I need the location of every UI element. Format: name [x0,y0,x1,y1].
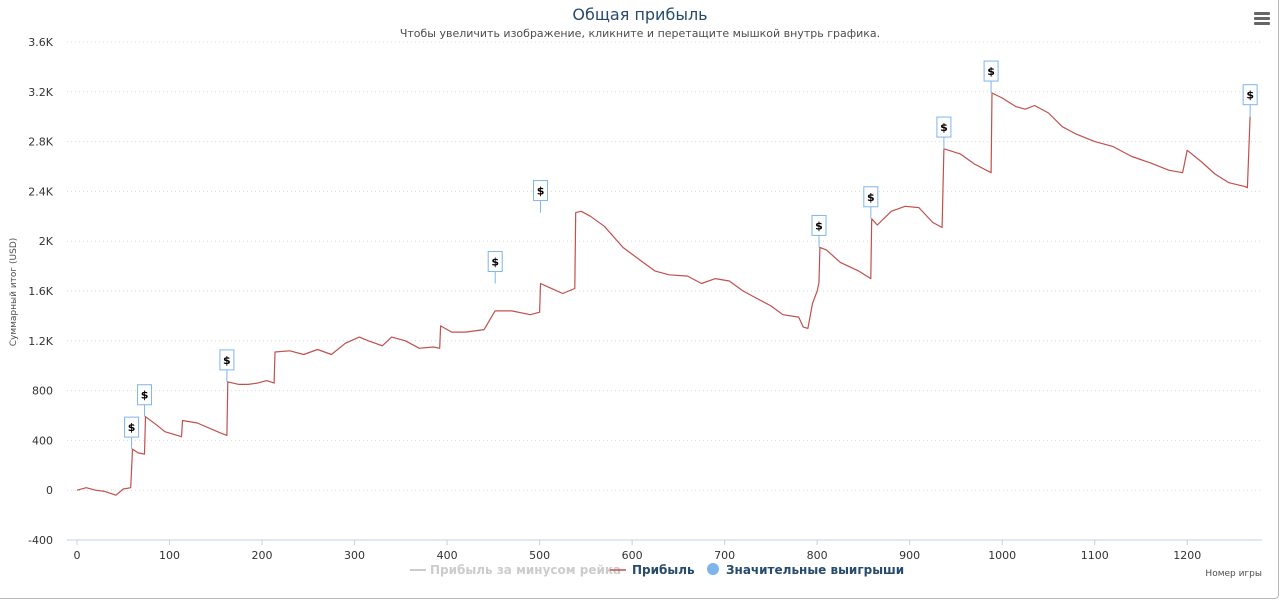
legend: Прибыль за минусом рейка Прибыль Значите… [410,563,904,577]
x-tick-label: 1200 [1173,549,1201,562]
big-win-flag[interactable]: $ [487,251,503,284]
chart-subtitle: Чтобы увеличить изображение, кликните и … [400,27,880,40]
legend-item-big-wins[interactable]: Значительные выигрыши [707,563,904,577]
big-win-flag[interactable]: $ [533,180,549,213]
x-tick-label: 800 [807,549,828,562]
flag-box [533,180,549,202]
flag-box [487,251,503,273]
big-win-flag[interactable]: $ [983,60,999,94]
y-tick-label: 1.6K [28,285,53,298]
flag-box [124,416,140,438]
flag-box [219,349,235,371]
big-win-flag[interactable]: $ [936,116,952,150]
series-layer [76,92,1251,496]
x-tick-label: 600 [622,549,643,562]
big-win-flag[interactable]: $ [219,349,235,382]
big-win-flag[interactable]: $ [137,384,153,417]
big-win-flag[interactable]: $ [124,416,140,450]
y-tick-label: 0 [46,484,53,497]
y-tick-label: 2.4K [28,185,53,198]
x-tick-label: 0 [74,549,81,562]
flag-label: $ [987,65,995,78]
x-tick-label: 200 [252,549,273,562]
x-tick-label: 1000 [988,549,1016,562]
x-tick-label: 1100 [1081,549,1109,562]
flag-box [1242,84,1258,106]
legend-label-profit: Прибыль [632,563,695,577]
x-tick-label: 500 [529,549,550,562]
y-tick-label: 400 [32,434,53,447]
y-tick-label: 2K [39,235,54,248]
legend-label-big-wins: Значительные выигрыши [726,563,904,577]
y-tick-label: 800 [32,385,53,398]
flag-label: $ [141,389,149,402]
y-axis-title: Суммарный итог (USD) [9,238,19,347]
y-tick-label: 2.8K [28,136,53,149]
legend-item-rake[interactable]: Прибыль за минусом рейка [410,563,621,577]
flag-label: $ [867,191,875,204]
flag-box [983,60,999,82]
chart-title: Общая прибыль [572,5,707,24]
flag-box [811,214,827,236]
x-tick-label: 300 [344,549,365,562]
profit-line[interactable] [76,92,1251,496]
flag-label: $ [815,219,823,232]
big-win-flag[interactable]: $ [1242,84,1258,117]
y-tick-label: -400 [28,534,53,547]
x-tick-label: 400 [437,549,458,562]
big-win-flag[interactable]: $ [811,214,827,248]
flag-label: $ [537,185,545,198]
flag-label: $ [940,121,948,134]
flag-label: $ [223,354,231,367]
y-tick-label: 1.2K [28,335,53,348]
y-axis-ticks: -400 0 400 800 1.2K 1.6K 2K 2.4K 2.8K 3.2K 3.6K [28,36,54,547]
flag-box [936,116,952,138]
flag-label: $ [491,256,499,269]
legend-label-rake: Прибыль за минусом рейка [430,563,621,577]
grid-lines [67,41,1262,541]
y-tick-label: 3.2K [28,86,53,99]
legend-item-profit[interactable]: Прибыль [610,563,695,577]
flag-box [137,384,153,406]
big-win-flag[interactable]: $ [863,186,879,219]
x-tick-label: 900 [899,549,920,562]
flag-label: $ [1246,89,1254,102]
flag-label: $ [128,421,136,434]
x-tick-label: 100 [159,549,180,562]
x-axis: 0 100 200 300 400 500 600 700 800 900 1000 1100 1200 [67,539,1262,562]
x-tick-label: 700 [714,549,735,562]
y-tick-label: 3.6K [28,36,53,49]
flags-layer[interactable]: $ $ $ $ $ $ $ $ $ $ [124,60,1258,450]
hamburger-menu-icon[interactable] [1252,8,1274,28]
flag-box [863,186,879,208]
x-axis-title: Номер игры [1205,569,1262,579]
